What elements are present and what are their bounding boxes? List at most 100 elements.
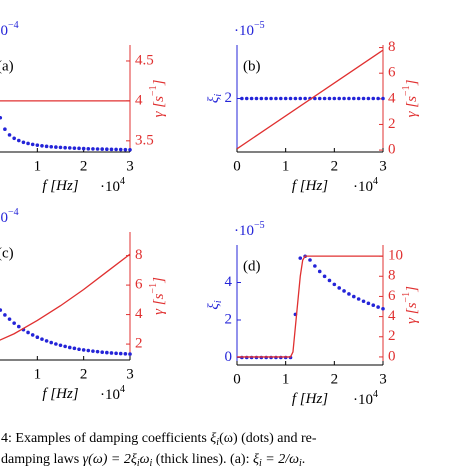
data-dot — [109, 147, 114, 152]
x-tick-label: 3 — [379, 371, 387, 387]
data-dot — [12, 136, 16, 141]
caption-math: ξ — [210, 431, 216, 446]
caption-sub: i — [259, 458, 262, 469]
y2-label: γ [s−1] — [148, 79, 167, 117]
data-dot — [54, 145, 58, 149]
data-line — [0, 253, 131, 341]
data-dot — [109, 351, 114, 355]
y-tick-label: 4 — [225, 274, 233, 290]
x-tick-label: 0 — [233, 371, 241, 387]
y2-tick-label: 0 — [388, 348, 396, 364]
x-exponent-part: ·10 — [100, 179, 120, 195]
y2-label-part: ] — [151, 79, 167, 86]
data-dot — [54, 342, 58, 346]
x-tick-label: 0 — [233, 158, 241, 174]
data-dot — [3, 127, 7, 132]
data-dot — [376, 305, 380, 309]
y-exponent: ·10−5 — [234, 20, 265, 39]
data-dot — [63, 145, 67, 150]
x-label-part: f — [292, 391, 298, 407]
x-tick-label: 3 — [126, 158, 134, 174]
data-dot — [118, 147, 123, 152]
data-dot — [274, 96, 278, 101]
caption-text: 4: Examples of damping coefficients — [1, 431, 210, 446]
data-dot — [332, 96, 337, 101]
data-dot — [30, 142, 35, 147]
data-dot — [26, 330, 30, 335]
data-dot — [327, 278, 332, 283]
data-dot — [95, 349, 100, 354]
data-dot — [356, 96, 361, 101]
data-dot — [21, 140, 26, 145]
data-dot — [352, 96, 356, 101]
data-dot — [293, 96, 298, 101]
data-dot — [308, 258, 312, 262]
data-dot — [269, 96, 273, 101]
data-dot — [361, 299, 366, 304]
data-dot — [123, 352, 128, 356]
data-dot — [337, 96, 342, 101]
panel-label: (a) — [0, 58, 14, 74]
data-dot — [313, 264, 317, 268]
data-dot — [337, 286, 342, 290]
data-dot — [58, 145, 63, 150]
x-label: f [Hz] — [42, 386, 78, 402]
x-exponent-part: 4 — [373, 176, 378, 187]
data-dot — [35, 143, 40, 147]
caption-math: ξ — [253, 452, 259, 467]
data-dot — [0, 115, 3, 120]
y2-label-part: ] — [151, 277, 167, 284]
data-dot — [347, 292, 351, 296]
data-dot — [264, 96, 269, 101]
y2-tick-label: 2 — [135, 336, 143, 352]
data-dot — [0, 308, 3, 312]
y2-label-part: ] — [404, 79, 420, 86]
y2-label-part: [s — [151, 96, 167, 112]
y2-tick-label: 6 — [388, 288, 396, 304]
y2-tick-label: 2 — [388, 116, 396, 132]
x-tick-label: 2 — [331, 158, 339, 174]
data-dot — [77, 347, 81, 352]
caption-text: (thick lines). (a): — [152, 452, 253, 467]
y-label-part: ξ — [206, 96, 222, 103]
data-dot — [259, 96, 264, 101]
y-exponent: ·10−4 — [0, 207, 19, 226]
y2-tick-label: 2 — [388, 328, 396, 344]
data-dot — [86, 146, 91, 151]
y2-label: γ [s−1] — [148, 277, 167, 315]
caption-line: damping laws γ(ω) = 2ξiωi (thick lines).… — [1, 452, 305, 469]
data-dot — [114, 351, 118, 356]
data-dot — [67, 345, 72, 350]
data-dot — [58, 343, 63, 348]
panel-label: (b) — [243, 58, 261, 74]
x-tick-label: 3 — [126, 366, 134, 382]
data-dot — [279, 96, 283, 101]
data-dot — [313, 96, 317, 101]
data-dot — [240, 96, 244, 101]
x-tick-label: 1 — [34, 158, 42, 174]
x-label-part: [Hz] — [296, 178, 328, 194]
data-dot — [381, 96, 385, 101]
data-dot — [128, 147, 132, 152]
data-dot — [371, 96, 376, 101]
caption-line: 4: Examples of damping coefficients ξi(ω… — [1, 431, 317, 448]
data-dot — [322, 96, 327, 101]
x-label: f [Hz] — [42, 178, 78, 194]
data-dot — [77, 146, 81, 151]
y2-label-part: ] — [404, 286, 420, 293]
y2-label: γ [s−1] — [401, 286, 420, 324]
caption-sub: i — [150, 458, 153, 469]
data-dot — [332, 282, 337, 287]
x-label: f [Hz] — [292, 391, 328, 407]
caption-sub: i — [299, 458, 302, 469]
data-dot — [342, 96, 346, 101]
data-dot — [371, 303, 376, 307]
x-tick-label: 2 — [80, 158, 88, 174]
caption-sub: i — [216, 437, 219, 448]
y2-label-part: −1 — [148, 283, 159, 294]
data-dot — [366, 301, 371, 306]
y2-tick-label: 4 — [135, 306, 143, 322]
data-dot — [317, 96, 322, 101]
data-dot — [381, 306, 385, 311]
